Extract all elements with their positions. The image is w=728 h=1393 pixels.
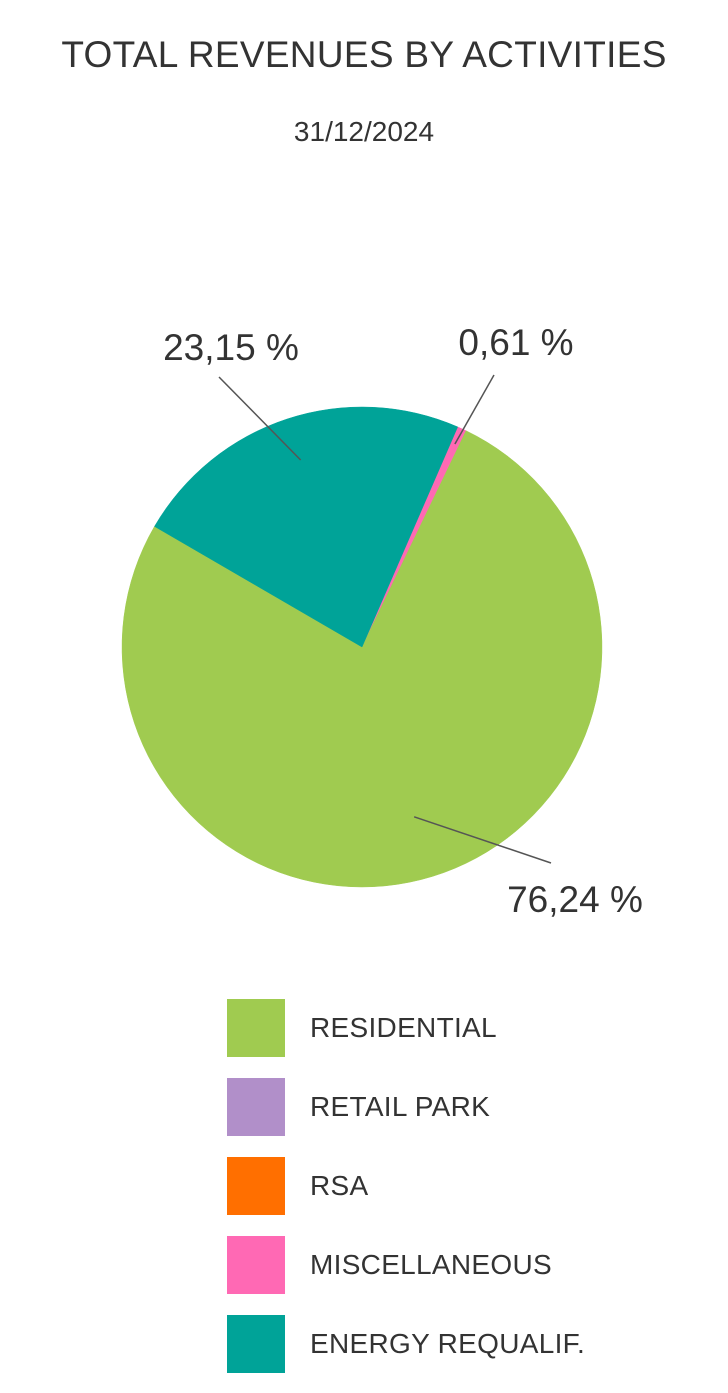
leader-line	[218, 376, 302, 461]
legend-label-rsa: RSA	[310, 1169, 369, 1201]
data-label: 76,24 %	[507, 879, 643, 920]
pie-slice-energy-requalif[interactable]	[154, 406, 459, 648]
legend-swatch-energy-requalif	[227, 1314, 285, 1373]
leader-line	[413, 816, 552, 864]
chart-title: TOTAL REVENUES BY ACTIVITIES	[61, 34, 667, 75]
legend-swatch-rsa	[227, 1156, 285, 1215]
legend-item-energy-requalif[interactable]: ENERGY REQUALIF.	[227, 1314, 585, 1373]
legend-label-retail-park: RETAIL PARK	[310, 1090, 491, 1122]
legend-label-energy-requalif: ENERGY REQUALIF.	[310, 1327, 586, 1359]
legend-label-miscellaneous: MISCELLANEOUS	[310, 1248, 552, 1280]
chart-subtitle: 31/12/2024	[293, 116, 435, 147]
data-labels: 0,61 % 76,24 % 23,15 %	[163, 322, 643, 920]
legend-swatch-miscellaneous	[227, 1235, 285, 1294]
data-label: 0,61 %	[458, 322, 573, 363]
legend-swatch-residential	[227, 998, 285, 1057]
leader-line	[454, 374, 495, 445]
legend: RESIDENTIAL RETAIL PARK RSA MISCELLANEOU…	[227, 998, 585, 1393]
legend-item-retail-park[interactable]: RETAIL PARK	[227, 1077, 585, 1136]
data-label: 23,15 %	[163, 327, 299, 368]
pie-slice-residential[interactable]	[121, 430, 603, 888]
legend-label-residential: RESIDENTIAL	[310, 1011, 497, 1043]
legend-item-rsa[interactable]: RSA	[227, 1156, 585, 1215]
legend-item-miscellaneous[interactable]: MISCELLANEOUS	[227, 1235, 585, 1294]
legend-item-residential[interactable]: RESIDENTIAL	[227, 998, 585, 1057]
pie-chart: 0,61 % 76,24 % 23,15 %	[121, 322, 643, 920]
pie-slices	[121, 406, 603, 888]
legend-swatch-retail-park	[227, 1077, 285, 1136]
leader-lines	[218, 374, 552, 864]
